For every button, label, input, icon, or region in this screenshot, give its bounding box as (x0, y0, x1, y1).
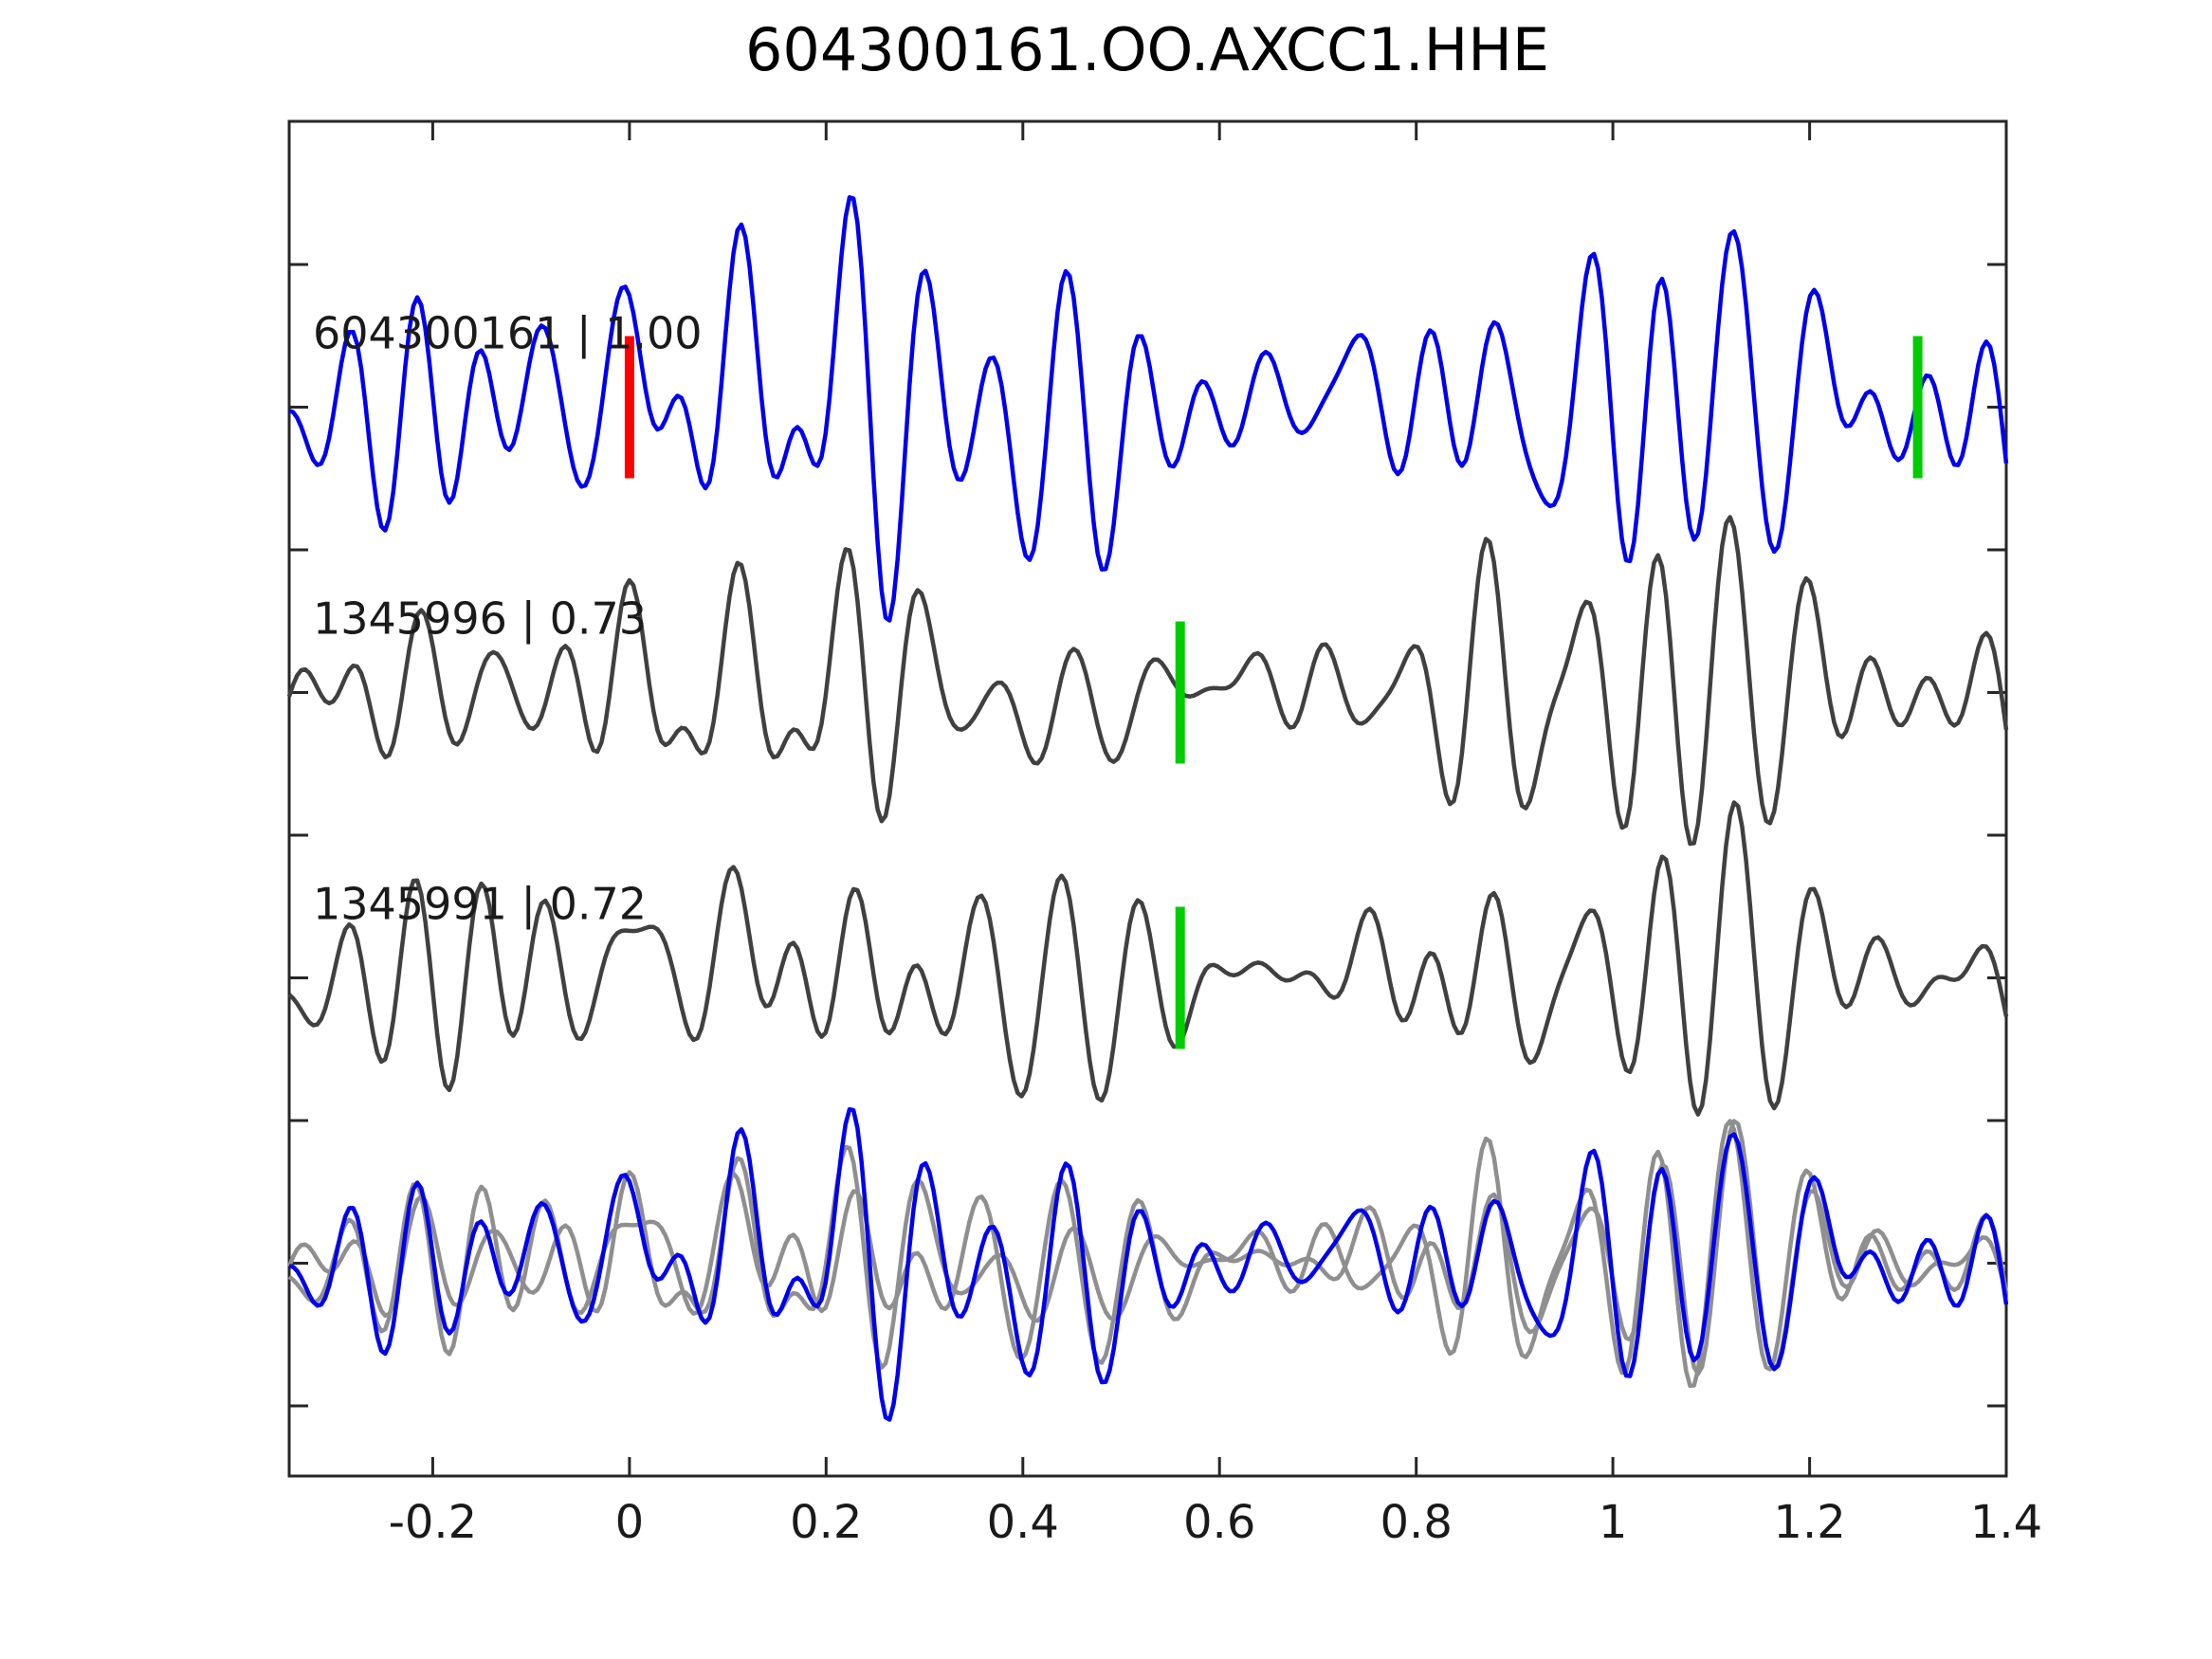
x-tick-label: 0.4 (987, 1496, 1059, 1549)
x-tick-label: 0.2 (790, 1496, 862, 1549)
plot-frame (287, 119, 2008, 1478)
chart-title: 604300161.OO.AXCC1.HHE (745, 15, 1549, 84)
trace-label: 1345991 | 0.72 (313, 879, 647, 931)
trace-label: 604300161 | 1.00 (313, 308, 703, 360)
trace-labels-group: 604300161 | 1.00 1345996 | 0.73 1345991 | … (313, 308, 703, 931)
plot-frame-group (287, 119, 2008, 1478)
x-tick-label: 1.4 (1970, 1496, 2042, 1549)
x-tick-label: 0 (615, 1496, 645, 1549)
x-tick-label: 0.8 (1380, 1496, 1453, 1549)
pick-markers-group (624, 336, 1923, 1049)
overlay-trace-1345996 (286, 1119, 2009, 1389)
x-tick-label: 1.2 (1773, 1496, 1845, 1549)
x-tick-label: 1 (1599, 1496, 1628, 1549)
trace-label: 1345996 | 0.73 (313, 593, 647, 646)
waveforms-group (286, 194, 2009, 1422)
waveform-trace-1345991 (287, 800, 2009, 1117)
axis-ticks-group: -0.2 0 0.2 0.4 0.6 0.8 1 1.2 1.4 (289, 121, 2042, 1549)
waveform-trace-604300161 (288, 194, 2009, 623)
x-tick-label: -0.2 (389, 1496, 478, 1549)
x-tick-label: 0.6 (1183, 1496, 1255, 1549)
overlay-trace-604300161 (288, 1106, 2009, 1422)
waveform-trace-1345996 (286, 515, 2009, 847)
